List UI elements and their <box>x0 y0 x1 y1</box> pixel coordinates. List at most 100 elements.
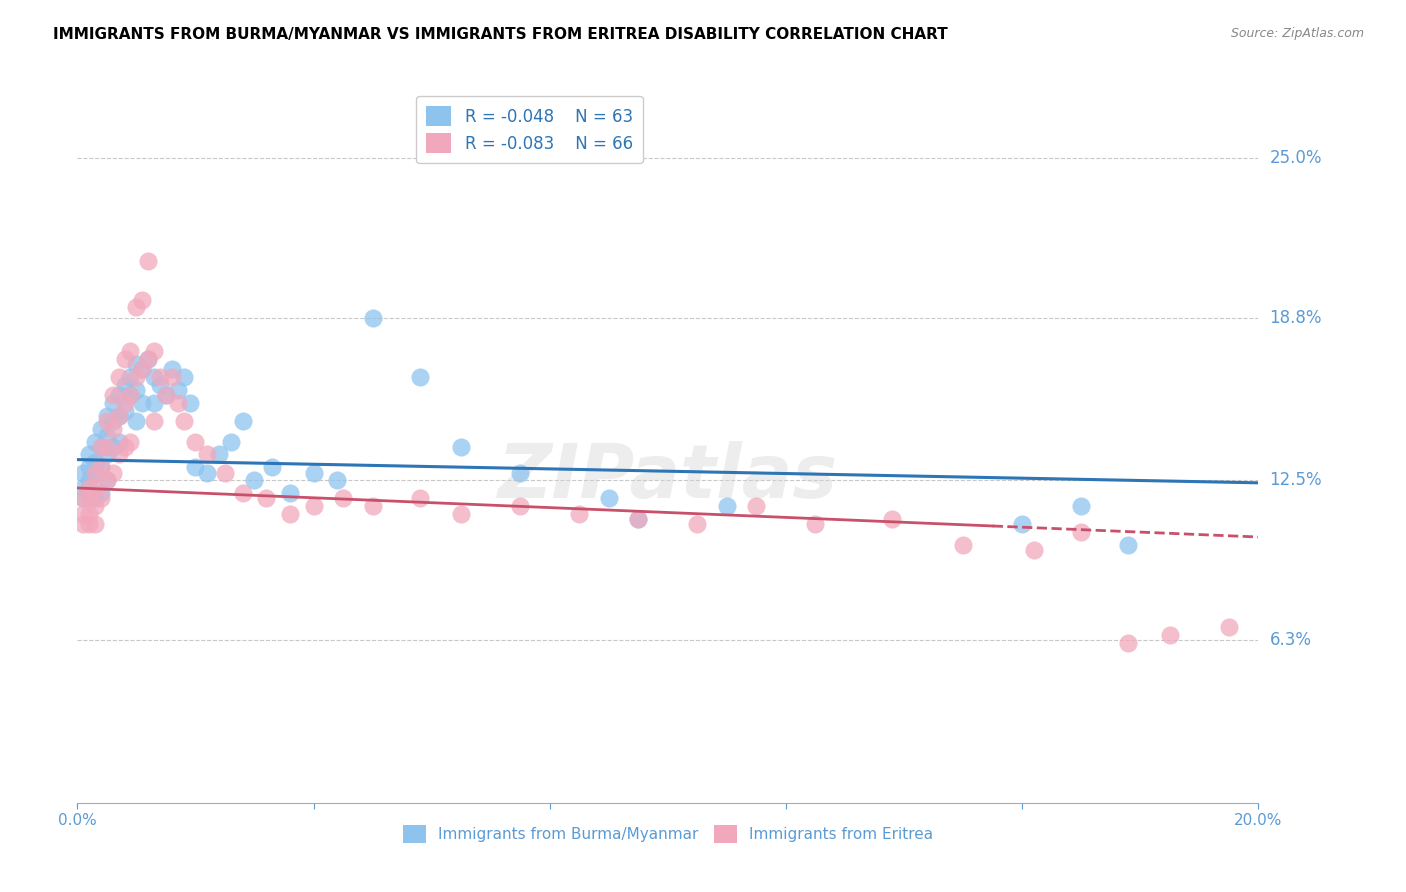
Point <box>107 409 129 423</box>
Point <box>326 473 349 487</box>
Point <box>166 396 188 410</box>
Point <box>686 517 709 532</box>
Point <box>96 473 118 487</box>
Point <box>450 507 472 521</box>
Point <box>160 370 183 384</box>
Point <box>1022 542 1045 557</box>
Text: 12.5%: 12.5% <box>1270 471 1322 489</box>
Point <box>77 507 100 521</box>
Point <box>84 466 107 480</box>
Point <box>120 370 142 384</box>
Point <box>143 396 166 410</box>
Point <box>627 512 650 526</box>
Point <box>72 481 94 495</box>
Text: IMMIGRANTS FROM BURMA/MYANMAR VS IMMIGRANTS FROM ERITREA DISABILITY CORRELATION : IMMIGRANTS FROM BURMA/MYANMAR VS IMMIGRA… <box>53 27 948 42</box>
Point <box>143 414 166 428</box>
Point <box>1118 538 1140 552</box>
Point <box>232 486 254 500</box>
Point <box>72 491 94 506</box>
Point <box>77 447 100 461</box>
Point <box>195 466 218 480</box>
Point <box>136 351 159 366</box>
Point <box>114 351 136 366</box>
Point <box>882 512 904 526</box>
Point <box>77 481 100 495</box>
Point <box>598 491 620 506</box>
Point <box>96 440 118 454</box>
Text: 6.3%: 6.3% <box>1270 632 1312 649</box>
Point <box>232 414 254 428</box>
Point <box>96 447 118 461</box>
Point <box>84 499 107 513</box>
Point <box>160 362 183 376</box>
Point <box>278 507 301 521</box>
Point <box>262 460 284 475</box>
Point <box>84 434 107 449</box>
Point <box>302 499 325 513</box>
Point <box>184 460 207 475</box>
Point <box>114 377 136 392</box>
Point <box>84 455 107 469</box>
Point <box>149 377 172 392</box>
Point <box>101 396 124 410</box>
Point <box>114 403 136 417</box>
Point <box>627 512 650 526</box>
Point <box>107 370 129 384</box>
Point <box>90 486 112 500</box>
Point <box>120 434 142 449</box>
Point <box>84 491 107 506</box>
Point <box>1118 636 1140 650</box>
Point <box>804 517 827 532</box>
Point <box>90 422 112 436</box>
Point <box>101 440 124 454</box>
Point <box>96 414 118 428</box>
Point <box>96 473 118 487</box>
Point <box>243 473 266 487</box>
Point <box>143 344 166 359</box>
Point <box>84 466 107 480</box>
Point <box>90 440 112 454</box>
Point <box>450 440 472 454</box>
Point <box>125 301 148 315</box>
Point <box>107 447 129 461</box>
Point <box>107 434 129 449</box>
Point <box>195 447 218 461</box>
Point <box>101 388 124 402</box>
Point <box>84 517 107 532</box>
Point <box>72 466 94 480</box>
Point <box>952 538 974 552</box>
Point <box>332 491 354 506</box>
Point <box>90 440 112 454</box>
Point <box>409 491 432 506</box>
Point <box>173 414 195 428</box>
Point <box>155 388 177 402</box>
Point <box>84 481 107 495</box>
Point <box>179 396 201 410</box>
Point <box>114 440 136 454</box>
Point <box>107 409 129 423</box>
Point <box>716 499 738 513</box>
Point <box>361 499 384 513</box>
Point <box>143 370 166 384</box>
Point <box>278 486 301 500</box>
Point <box>72 517 94 532</box>
Point <box>125 370 148 384</box>
Point <box>77 473 100 487</box>
Point <box>509 466 531 480</box>
Point <box>90 460 112 475</box>
Point <box>77 517 100 532</box>
Point <box>101 466 124 480</box>
Point <box>219 434 242 449</box>
Point <box>1159 628 1181 642</box>
Point <box>568 507 591 521</box>
Point <box>90 491 112 506</box>
Point <box>409 370 432 384</box>
Text: ZIPatlas: ZIPatlas <box>498 442 838 514</box>
Point <box>1218 620 1240 634</box>
Point <box>254 491 277 506</box>
Point <box>131 362 153 376</box>
Point <box>184 434 207 449</box>
Point <box>125 414 148 428</box>
Text: 25.0%: 25.0% <box>1270 149 1322 167</box>
Point <box>120 388 142 402</box>
